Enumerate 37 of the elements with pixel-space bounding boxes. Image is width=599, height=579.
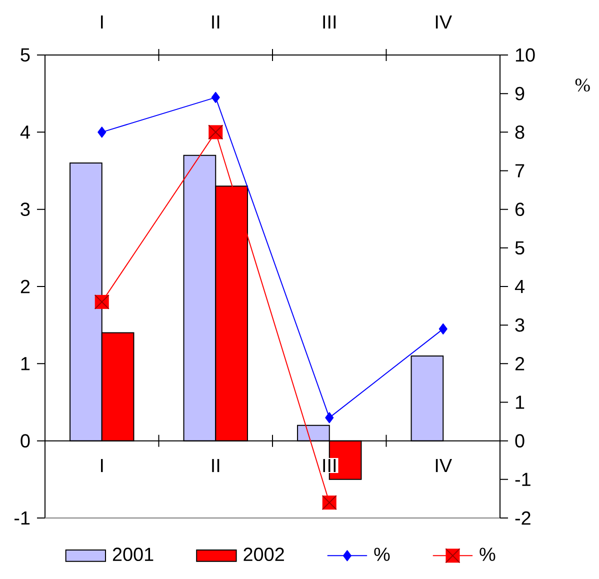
y2-tick-label: 5 xyxy=(515,241,524,255)
point xyxy=(98,126,106,138)
y2-tick-label: -1 xyxy=(515,472,530,486)
y2-tick-label: 6 xyxy=(515,202,524,216)
y-tick-label: 5 xyxy=(20,48,30,62)
y-tick-label: 3 xyxy=(20,202,30,216)
y2-tick-label: 0 xyxy=(515,434,524,448)
y2-tick-label: 1 xyxy=(516,396,524,409)
y2-axis-title: % xyxy=(575,78,590,92)
category-label: II xyxy=(212,459,220,472)
x-tick-label: IV xyxy=(436,15,452,28)
legend-label: 2001 xyxy=(112,548,154,562)
point xyxy=(438,323,448,334)
y2-tick-label: 2 xyxy=(515,357,524,370)
y2-tick-label: -2 xyxy=(515,511,530,525)
y-tick-label: -1 xyxy=(14,511,30,525)
y2-tick-label: 10 xyxy=(516,48,535,62)
x-tick-label: III xyxy=(323,15,336,28)
category-label: IV xyxy=(436,459,452,472)
y2-tick-label: 7 xyxy=(515,164,524,178)
y2-tick-label: 4 xyxy=(514,280,524,294)
y2-tick-label: 9 xyxy=(515,86,524,100)
legend-label: % xyxy=(374,548,390,561)
y-tick-label: 0 xyxy=(20,434,30,448)
y-tick-label: 2 xyxy=(20,280,30,294)
legend-label: % xyxy=(480,548,496,561)
y2-tick-label: 8 xyxy=(515,125,524,139)
legend-label: 2002 xyxy=(244,548,284,562)
y2-tick-label: 3 xyxy=(515,318,524,332)
point xyxy=(211,92,220,103)
x-tick-label: II xyxy=(212,15,220,28)
x-tick-label: I xyxy=(100,15,103,28)
y-tick-label: 1 xyxy=(21,357,30,370)
category-label: I xyxy=(100,459,103,472)
category-label: III xyxy=(323,459,336,472)
point xyxy=(325,412,334,424)
y-tick-label: 4 xyxy=(20,126,30,139)
